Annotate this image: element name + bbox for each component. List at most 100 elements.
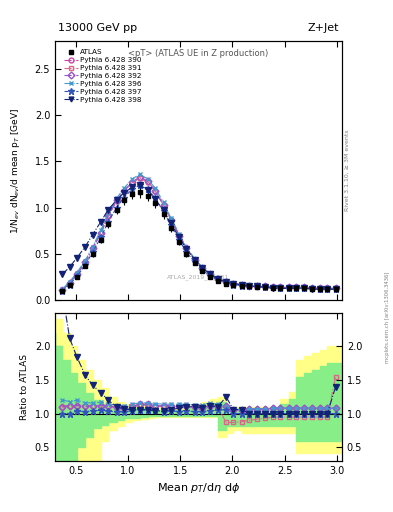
Pythia 6.428 392	[130, 179, 134, 185]
Pythia 6.428 390	[153, 188, 158, 194]
Pythia 6.428 398	[271, 285, 275, 291]
Pythia 6.428 392	[177, 232, 182, 239]
Pythia 6.428 392	[161, 202, 166, 208]
Pythia 6.428 391	[130, 180, 134, 186]
Pythia 6.428 397	[247, 283, 252, 289]
Pythia 6.428 391	[177, 232, 182, 239]
Pythia 6.428 391	[255, 283, 260, 289]
Pythia 6.428 397	[318, 286, 322, 292]
Pythia 6.428 392	[184, 245, 189, 251]
Pythia 6.428 398	[325, 286, 330, 292]
Pythia 6.428 398	[153, 196, 158, 202]
Pythia 6.428 396	[60, 286, 65, 292]
Pythia 6.428 396	[215, 275, 220, 281]
Pythia 6.428 397	[67, 282, 72, 288]
Pythia 6.428 392	[153, 188, 158, 194]
Pythia 6.428 390	[333, 285, 338, 291]
Pythia 6.428 390	[106, 213, 110, 219]
Pythia 6.428 390	[169, 217, 173, 223]
Pythia 6.428 397	[169, 222, 173, 228]
Pythia 6.428 390	[83, 259, 88, 265]
Pythia 6.428 397	[215, 277, 220, 283]
Pythia 6.428 391	[286, 284, 291, 290]
Pythia 6.428 397	[263, 284, 267, 290]
Pythia 6.428 398	[83, 244, 88, 250]
Pythia 6.428 392	[99, 230, 103, 236]
Pythia 6.428 392	[193, 257, 197, 263]
Pythia 6.428 390	[121, 188, 126, 194]
Pythia 6.428 397	[255, 283, 260, 289]
Pythia 6.428 392	[325, 285, 330, 291]
Pythia 6.428 398	[130, 184, 134, 190]
X-axis label: Mean $p_T$/d$\eta$ d$\phi$: Mean $p_T$/d$\eta$ d$\phi$	[157, 481, 240, 495]
Pythia 6.428 396	[318, 285, 322, 291]
Pythia 6.428 392	[121, 188, 126, 194]
Pythia 6.428 397	[271, 284, 275, 290]
Pythia 6.428 391	[67, 280, 72, 286]
Pythia 6.428 398	[193, 257, 197, 263]
Pythia 6.428 396	[286, 284, 291, 290]
Pythia 6.428 396	[67, 279, 72, 285]
Pythia 6.428 390	[215, 276, 220, 282]
Pythia 6.428 396	[271, 284, 275, 290]
Pythia 6.428 391	[137, 175, 142, 181]
Legend: ATLAS, Pythia 6.428 390, Pythia 6.428 391, Pythia 6.428 392, Pythia 6.428 396, P: ATLAS, Pythia 6.428 390, Pythia 6.428 39…	[61, 47, 144, 105]
Pythia 6.428 392	[137, 174, 142, 180]
Pythia 6.428 390	[224, 279, 228, 285]
Text: Z+Jet: Z+Jet	[308, 23, 339, 33]
Line: Pythia 6.428 392: Pythia 6.428 392	[60, 175, 338, 292]
Pythia 6.428 398	[75, 254, 79, 261]
Pythia 6.428 392	[106, 212, 110, 218]
Pythia 6.428 391	[224, 279, 228, 285]
Pythia 6.428 396	[239, 282, 244, 288]
Pythia 6.428 397	[106, 219, 110, 225]
Pythia 6.428 398	[278, 285, 283, 291]
Pythia 6.428 396	[137, 172, 142, 178]
Pythia 6.428 391	[83, 259, 88, 265]
Pythia 6.428 390	[325, 285, 330, 291]
Pythia 6.428 390	[145, 179, 150, 185]
Pythia 6.428 398	[294, 285, 298, 291]
Pythia 6.428 397	[130, 186, 134, 192]
Pythia 6.428 390	[177, 232, 182, 239]
Pythia 6.428 397	[153, 196, 158, 202]
Pythia 6.428 390	[271, 284, 275, 290]
Pythia 6.428 391	[169, 217, 173, 223]
Pythia 6.428 392	[224, 279, 228, 285]
Pythia 6.428 392	[60, 287, 65, 293]
Pythia 6.428 398	[161, 207, 166, 214]
Pythia 6.428 398	[286, 285, 291, 291]
Pythia 6.428 397	[145, 186, 150, 192]
Pythia 6.428 390	[309, 285, 314, 291]
Pythia 6.428 391	[90, 245, 95, 251]
Pythia 6.428 396	[193, 255, 197, 262]
Pythia 6.428 397	[75, 273, 79, 280]
Pythia 6.428 397	[333, 286, 338, 292]
Pythia 6.428 390	[286, 284, 291, 290]
Pythia 6.428 390	[231, 281, 236, 287]
Pythia 6.428 397	[99, 234, 103, 241]
Pythia 6.428 398	[106, 206, 110, 212]
Pythia 6.428 391	[278, 284, 283, 290]
Pythia 6.428 397	[325, 286, 330, 292]
Pythia 6.428 391	[161, 202, 166, 208]
Pythia 6.428 397	[200, 267, 204, 273]
Pythia 6.428 392	[278, 284, 283, 290]
Line: Pythia 6.428 391: Pythia 6.428 391	[60, 176, 338, 292]
Pythia 6.428 397	[90, 249, 95, 255]
Pythia 6.428 391	[294, 284, 298, 290]
Pythia 6.428 398	[137, 182, 142, 188]
Pythia 6.428 390	[255, 283, 260, 289]
Pythia 6.428 397	[224, 280, 228, 286]
Pythia 6.428 392	[83, 259, 88, 265]
Pythia 6.428 390	[200, 265, 204, 271]
Pythia 6.428 392	[75, 271, 79, 278]
Pythia 6.428 397	[294, 285, 298, 291]
Pythia 6.428 397	[239, 283, 244, 289]
Pythia 6.428 396	[255, 283, 260, 289]
Pythia 6.428 396	[231, 281, 236, 287]
Pythia 6.428 390	[130, 180, 134, 186]
Pythia 6.428 390	[67, 280, 72, 286]
Pythia 6.428 391	[99, 230, 103, 236]
Pythia 6.428 397	[114, 205, 119, 211]
